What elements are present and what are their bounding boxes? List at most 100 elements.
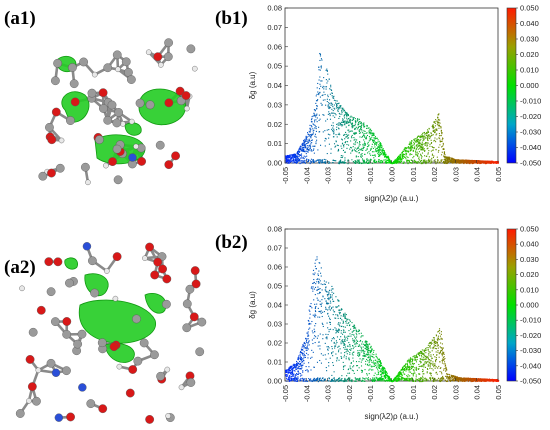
y-tick-label: 0.04 — [267, 81, 282, 90]
data-point — [343, 110, 346, 112]
data-point — [315, 143, 317, 145]
data-point — [348, 134, 350, 136]
data-point — [325, 358, 327, 360]
data-point — [290, 377, 292, 379]
atom — [66, 412, 75, 422]
data-point — [427, 147, 429, 149]
data-point — [362, 135, 364, 138]
data-point — [315, 141, 317, 143]
data-point — [417, 353, 419, 355]
y-tick-label: 0.05 — [267, 62, 282, 71]
data-point — [437, 339, 439, 341]
data-point — [441, 151, 443, 153]
data-point — [302, 161, 304, 163]
data-point — [403, 154, 405, 156]
data-point — [380, 161, 382, 164]
data-point — [429, 345, 431, 347]
data-point — [414, 359, 416, 361]
data-point — [289, 157, 291, 159]
data-point — [351, 159, 353, 161]
atom — [70, 97, 80, 107]
data-point — [358, 352, 360, 354]
data-point — [371, 366, 373, 368]
data-point — [350, 362, 352, 365]
data-point — [359, 136, 361, 138]
data-point — [384, 372, 386, 374]
data-point — [341, 138, 343, 140]
data-point — [352, 338, 354, 340]
scatter-points — [285, 52, 499, 165]
data-point — [332, 106, 334, 108]
data-point — [344, 312, 346, 314]
data-point — [288, 372, 291, 374]
data-point — [366, 161, 368, 163]
atom — [78, 383, 87, 392]
data-point — [410, 363, 412, 365]
data-point — [314, 114, 316, 116]
data-point — [376, 362, 379, 364]
data-point — [366, 148, 368, 150]
data-point — [367, 354, 369, 356]
data-point — [366, 146, 369, 148]
data-point — [301, 358, 303, 360]
data-point — [399, 160, 401, 162]
data-point — [302, 144, 304, 146]
data-point — [356, 142, 358, 144]
data-point — [347, 318, 349, 320]
data-point — [351, 149, 354, 151]
atom — [190, 266, 200, 276]
data-point — [343, 339, 345, 341]
data-point — [421, 136, 423, 138]
data-point — [425, 155, 427, 157]
data-point — [351, 130, 353, 132]
data-point — [432, 134, 434, 136]
data-point — [420, 136, 422, 138]
data-point — [318, 92, 320, 95]
data-point — [295, 161, 297, 163]
data-point — [293, 157, 295, 159]
data-point — [309, 313, 311, 315]
data-point — [372, 365, 374, 367]
data-point — [360, 124, 363, 126]
data-point — [424, 363, 426, 365]
data-point — [430, 135, 432, 137]
data-point — [437, 331, 439, 333]
data-point — [404, 156, 406, 158]
data-point — [395, 379, 398, 381]
data-point — [338, 117, 340, 120]
data-point — [424, 132, 426, 135]
data-point — [366, 127, 368, 129]
data-point — [342, 107, 344, 109]
data-point — [315, 160, 317, 162]
data-point — [299, 159, 301, 161]
data-point — [368, 131, 371, 133]
data-point — [410, 365, 412, 367]
data-point — [332, 115, 334, 117]
data-point — [321, 59, 323, 61]
data-point — [409, 150, 411, 152]
data-point — [287, 155, 289, 157]
data-point — [379, 145, 381, 147]
data-point — [379, 154, 381, 156]
data-point — [365, 344, 367, 346]
data-point — [353, 132, 355, 134]
data-point — [342, 342, 344, 344]
data-point — [325, 306, 327, 308]
data-point — [319, 69, 321, 71]
data-point — [355, 160, 357, 163]
data-point — [441, 338, 443, 340]
data-point — [447, 160, 449, 162]
data-point — [318, 114, 320, 116]
data-point — [426, 132, 428, 134]
data-point — [434, 130, 436, 132]
data-point — [360, 365, 363, 367]
data-point — [407, 150, 409, 152]
data-point — [308, 135, 310, 137]
data-point — [315, 314, 317, 316]
data-point — [307, 147, 309, 149]
data-point — [344, 151, 346, 153]
data-point — [430, 360, 432, 362]
data-point — [337, 144, 339, 147]
data-point — [437, 159, 439, 161]
data-point — [309, 127, 311, 129]
